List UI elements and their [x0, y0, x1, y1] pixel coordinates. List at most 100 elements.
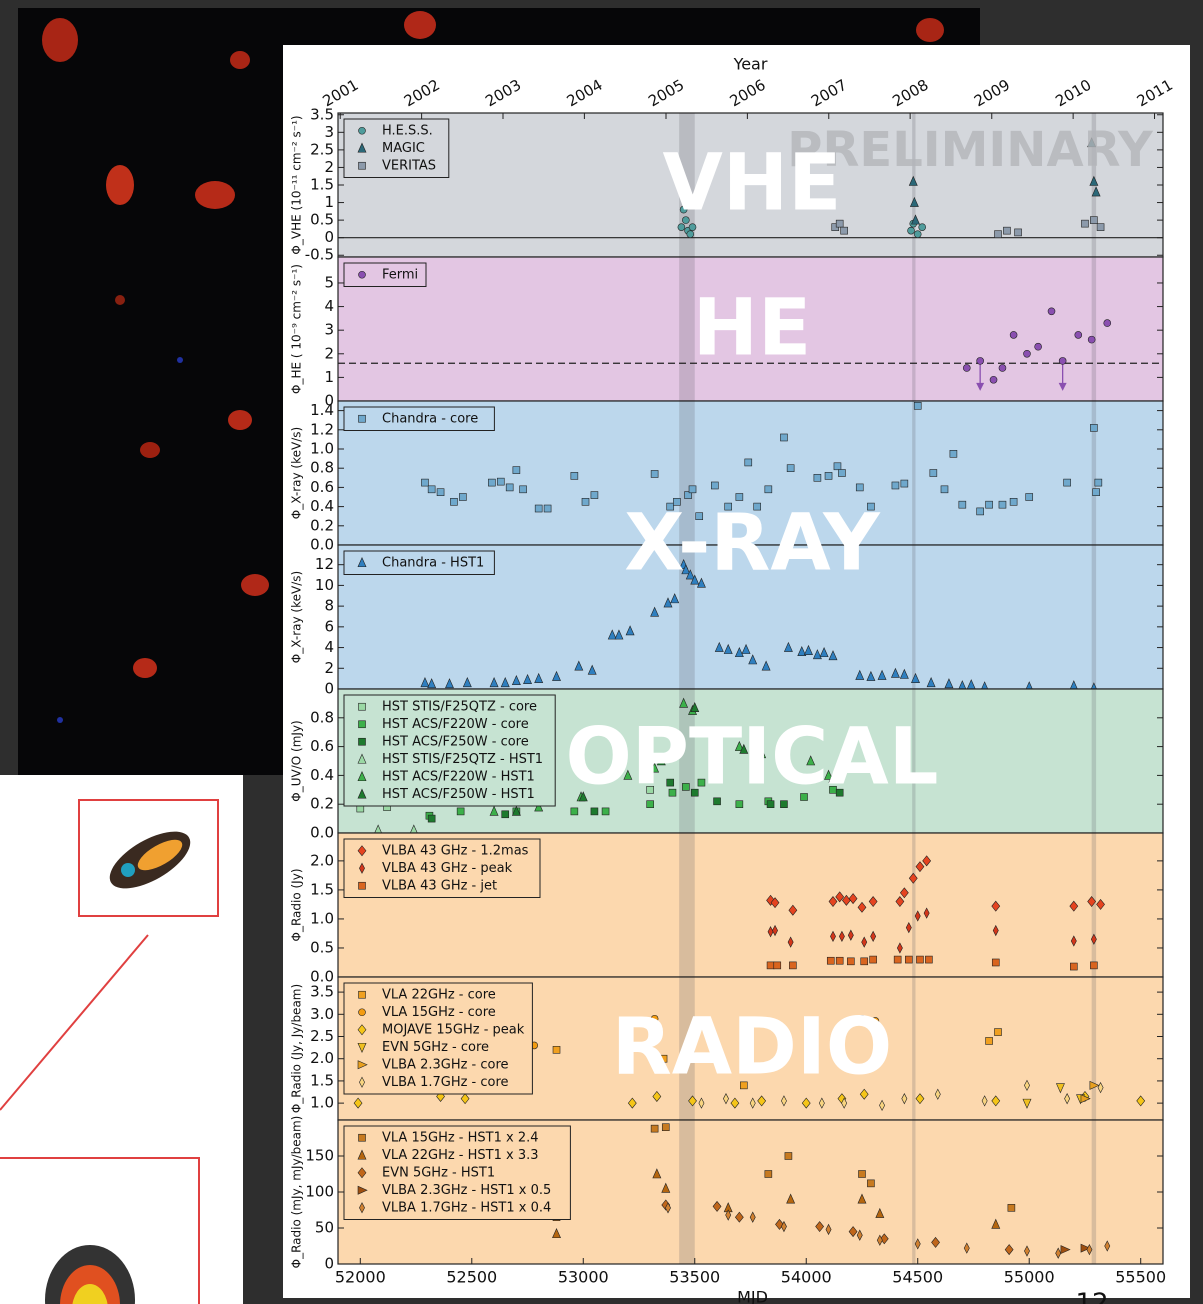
- data-point: [781, 1095, 787, 1107]
- data-point: [574, 660, 584, 671]
- data-point: [1009, 331, 1018, 339]
- data-point: [1064, 1093, 1071, 1105]
- overlay-label: X-RAY: [624, 498, 881, 588]
- data-point: [958, 500, 967, 509]
- data-point: [1022, 1098, 1032, 1109]
- data-point: [1096, 898, 1105, 910]
- data-point: [652, 1168, 662, 1179]
- y-tick-label: 2: [324, 344, 334, 362]
- data-point: [460, 1093, 470, 1105]
- data-point: [848, 1226, 858, 1238]
- y-tick-label: 0: [324, 228, 334, 246]
- data-point: [907, 226, 915, 235]
- highlight-band: [912, 545, 916, 689]
- data-point: [1058, 357, 1067, 365]
- data-point: [690, 788, 699, 797]
- data-point: [925, 955, 933, 964]
- legend-marker: [358, 720, 366, 729]
- data-point: [867, 502, 875, 511]
- data-point: [838, 930, 845, 943]
- data-point: [908, 872, 918, 884]
- data-point: [734, 1211, 744, 1223]
- data-point: [427, 814, 436, 823]
- data-point: [908, 175, 918, 186]
- highlight-band: [679, 257, 695, 401]
- data-point: [625, 625, 635, 636]
- data-point: [749, 1097, 756, 1109]
- x-tick-label: 55500: [1115, 1268, 1166, 1287]
- data-point: [420, 677, 430, 688]
- y-tick-label: 0.8: [310, 459, 334, 477]
- data-point: [1074, 331, 1083, 339]
- data-point: [766, 961, 775, 970]
- y-axis-label: Φ_Radio (mJy, mJy/beam): [290, 1116, 304, 1269]
- data-point: [905, 921, 912, 934]
- x-tick-label: 54000: [781, 1268, 832, 1287]
- data-point: [861, 936, 868, 948]
- data-point: [534, 801, 544, 812]
- legend-box: [343, 838, 541, 898]
- legend-label: Chandra - HST1: [382, 555, 484, 570]
- y-axis-label: Φ_X-ray (keV/s): [290, 427, 304, 519]
- y-tick-label: 50: [315, 1219, 334, 1237]
- overlay-label: OPTICAL: [565, 712, 938, 802]
- data-point: [753, 502, 761, 511]
- data-point: [698, 1097, 705, 1109]
- data-point: [916, 955, 924, 964]
- data-point: [828, 650, 838, 661]
- highlight-band: [679, 833, 695, 977]
- data-point: [1090, 424, 1098, 432]
- data-point: [500, 677, 510, 688]
- data-point: [1063, 478, 1071, 487]
- legend-marker: [358, 414, 366, 423]
- y-tick-label: 1.0: [310, 909, 334, 927]
- data-point: [893, 955, 902, 964]
- data-point: [578, 791, 588, 802]
- highlight-band: [679, 545, 695, 689]
- y-axis-label: Φ_X-ray (keV/s): [290, 571, 304, 663]
- data-point: [534, 504, 543, 513]
- legend-label: VLBA 2.3GHz - core: [382, 1057, 509, 1072]
- data-point: [661, 1123, 670, 1131]
- y-tick-label: 0.0: [310, 968, 334, 986]
- data-point: [740, 1081, 748, 1090]
- data-point: [590, 807, 599, 816]
- data-point: [668, 788, 677, 797]
- data-point: [915, 861, 925, 873]
- data-point: [819, 647, 829, 658]
- data-point: [1055, 1083, 1065, 1094]
- zoom-box: [0, 1157, 200, 1304]
- data-point: [1034, 342, 1042, 351]
- data-point: [656, 755, 666, 766]
- data-point: [684, 491, 692, 499]
- legend-label: VLBA 43 GHz - peak: [382, 861, 513, 876]
- data-point: [659, 1054, 668, 1063]
- data-point: [1086, 1243, 1093, 1256]
- data-point: [998, 364, 1007, 372]
- data-point: [623, 769, 633, 780]
- data-point: [835, 891, 845, 903]
- data-point: [780, 800, 788, 809]
- data-point: [607, 629, 617, 640]
- zoom-box: [78, 799, 219, 917]
- data-point: [1060, 1245, 1071, 1255]
- data-point: [830, 930, 836, 943]
- data-point: [1090, 216, 1098, 224]
- data-point: [786, 464, 795, 473]
- y-tick-label: 0.2: [310, 516, 334, 534]
- data-point: [665, 1202, 671, 1214]
- data-point: [680, 188, 689, 196]
- data-point: [590, 491, 599, 499]
- highlight-band: [912, 977, 916, 1120]
- data-point: [855, 669, 865, 680]
- data-point: [940, 485, 949, 494]
- data-point: [841, 1097, 848, 1109]
- legend-marker: [358, 881, 366, 890]
- radio-map-background: [0, 775, 243, 1304]
- legend-label: VLBA 43 GHz - jet: [382, 878, 497, 893]
- legend-label: HST ACS/F250W - HST1: [382, 787, 535, 802]
- data-point: [1055, 1247, 1062, 1259]
- data-point: [976, 507, 984, 516]
- legend-marker: [358, 1133, 366, 1142]
- data-point: [985, 500, 993, 509]
